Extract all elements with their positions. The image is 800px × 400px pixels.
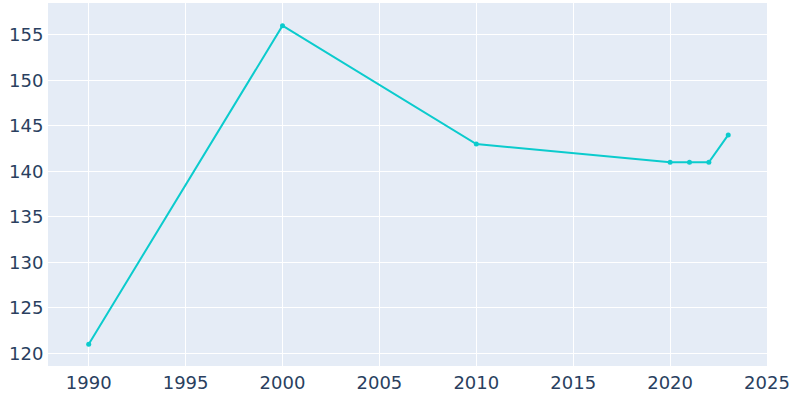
svg-text:2005: 2005 (356, 372, 402, 393)
svg-text:2010: 2010 (453, 372, 499, 393)
svg-text:150: 150 (9, 70, 43, 91)
svg-text:120: 120 (9, 343, 43, 364)
svg-text:140: 140 (9, 161, 43, 182)
svg-text:2015: 2015 (550, 372, 596, 393)
svg-text:135: 135 (9, 206, 43, 227)
svg-text:2025: 2025 (744, 372, 790, 393)
svg-text:145: 145 (9, 115, 43, 136)
svg-text:2000: 2000 (260, 372, 306, 393)
svg-text:2020: 2020 (647, 372, 693, 393)
svg-text:155: 155 (9, 24, 43, 45)
svg-text:125: 125 (9, 297, 43, 318)
svg-text:1995: 1995 (163, 372, 209, 393)
svg-text:130: 130 (9, 252, 43, 273)
svg-text:1990: 1990 (66, 372, 112, 393)
